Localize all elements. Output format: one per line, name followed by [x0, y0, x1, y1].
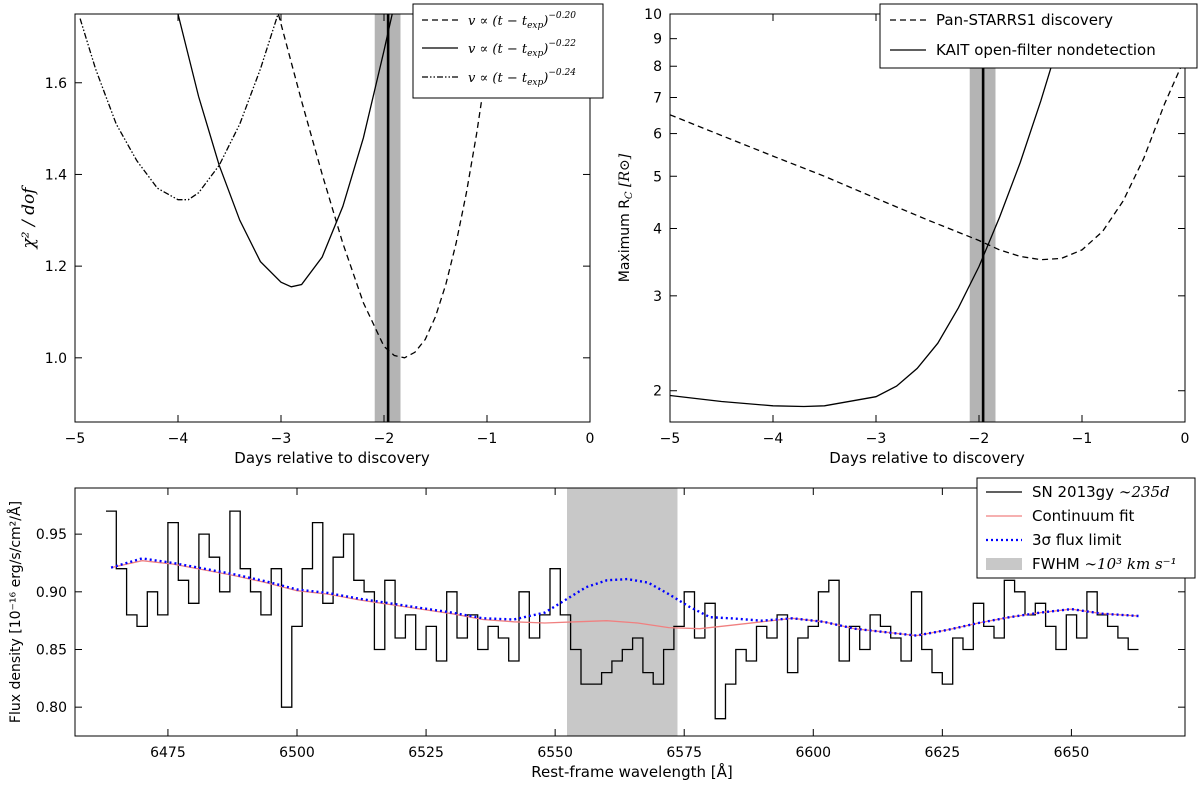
panel-c-ytick-label: 0.85: [36, 642, 67, 658]
panel-b-series-1: [670, 14, 1072, 408]
panel-a-ylabel: χ² / dof: [19, 185, 39, 250]
panel-a-series-0: [277, 14, 493, 359]
panel-c-legend-label-limit: 3σ flux limit: [1032, 531, 1122, 549]
panel-b-xtick-label: −5: [660, 431, 681, 447]
panel-a-ytick-label: 1.2: [45, 259, 67, 275]
panel-b-xtick-label: 0: [1181, 431, 1190, 447]
panel-c-xtick-label: 6500: [279, 745, 315, 761]
panel-b-ytick-label: 7: [653, 90, 662, 106]
panel-c-ytick-label: 0.80: [36, 700, 67, 716]
panel-b-ytick-label: 4: [653, 221, 662, 237]
panel-c-series-1: [110, 560, 1139, 637]
panel-b-xlabel: Days relative to discovery: [829, 449, 1025, 467]
panel-b-ylabel: Maximum RC [R⊙]: [617, 153, 635, 282]
panel-c-legend-label-continuum: Continuum fit: [1032, 507, 1135, 525]
panel-b-plot-area: [670, 14, 1185, 422]
panel-c-xtick-label: 6600: [795, 745, 831, 761]
panel-b-ytick-label: 9: [653, 32, 662, 48]
panel-b-xtick-label: −2: [969, 431, 990, 447]
panel-c-ytick-label: 0.90: [36, 585, 67, 601]
panel-a-legend: v ∝ (t − texp)−0.20 v ∝ (t − texp)−0.22 …: [412, 3, 604, 99]
panel-a-ytick-label: 1.4: [45, 167, 67, 183]
panel-c-xtick-label: 6650: [1054, 745, 1090, 761]
panel-a-series-1: [177, 14, 393, 288]
panel-b-radius-plot: −5 −4 −3 −2 −1 0 2 3 4 5 6 7 8 9 10 Days relative to d…: [617, 3, 1198, 467]
panel-a-xtick-label: −1: [477, 431, 498, 447]
panel-a-ytick-label: 1.0: [45, 351, 67, 367]
panel-b-ytick-label: 8: [653, 59, 662, 75]
panel-b-ytick-label: 10: [644, 7, 662, 23]
panel-a-xlabel: Days relative to discovery: [234, 449, 430, 467]
panel-b-legend-box: [879, 3, 1198, 69]
panel-c-xtick-label: 6475: [150, 745, 186, 761]
panel-a-ytick-label: 1.6: [45, 76, 67, 92]
panel-b-legend: Pan-STARRS1 discovery KAIT open-filter n…: [879, 3, 1198, 69]
panel-c-ytick-label: 0.95: [36, 527, 67, 543]
panel-a-xtick-label: −4: [168, 431, 189, 447]
panel-c-shaded-band: [567, 488, 678, 736]
panel-b-ytick-label: 5: [653, 169, 662, 185]
panel-a-legend-label-024: v ∝ (t − texp)−0.24: [468, 68, 576, 88]
panel-a-legend-label-020: v ∝ (t − texp)−0.20: [468, 11, 576, 31]
panel-c-ylabel: Flux density [10⁻¹⁶ erg/s/cm²/Å]: [7, 501, 24, 723]
panel-a-xtick-label: −3: [271, 431, 292, 447]
panel-b-ytick-label: 6: [653, 127, 662, 143]
panel-a-chi2-plot: −5 −4 −3 −2 −1 0 1.0 1.2 1.4 1.6 Days relative to…: [19, 3, 604, 467]
panel-a-legend-label-022: v ∝ (t − texp)−0.22: [468, 39, 576, 59]
panel-b-legend-label-kait: KAIT open-filter nondetection: [936, 41, 1156, 59]
panel-c-xtick-label: 6625: [925, 745, 961, 761]
panel-b-xtick-label: −1: [1072, 431, 1093, 447]
panel-c-xtick-label: 6575: [666, 745, 702, 761]
panel-c-series-2: [110, 557, 1139, 637]
panel-c-xtick-label: 6550: [537, 745, 573, 761]
panel-b-ytick-label: 2: [653, 384, 662, 400]
panel-c-legend: SN 2013gy ∼235d Continuum fit 3σ flux li…: [976, 477, 1196, 579]
panel-c-xtick-label: 6525: [408, 745, 444, 761]
panel-a-xtick-label: 0: [586, 431, 595, 447]
panel-a-xtick-label: −5: [65, 431, 86, 447]
panel-a-frame: [74, 13, 591, 423]
panel-c-spectrum-plot: 6475 6500 6525 6550 6575 6600 6625 6650 0.80 0.85…: [7, 477, 1196, 781]
panel-c-legend-fwhm-swatch: [986, 558, 1022, 570]
panel-c-frame: [74, 487, 1186, 737]
panel-b-xtick-label: −4: [763, 431, 784, 447]
panel-c-legend-label-sn: SN 2013gy ∼235d: [1032, 483, 1170, 501]
panel-b-ytick-label: 3: [653, 289, 662, 305]
panel-b-legend-label-panstarrs: Pan-STARRS1 discovery: [936, 11, 1113, 29]
panel-a-series-2: [79, 14, 284, 201]
panel-b-series-0: [670, 57, 1185, 261]
panel-b-xtick-label: −3: [866, 431, 887, 447]
panel-c-legend-label-fwhm: FWHM ∼10³ km s⁻¹: [1032, 555, 1177, 573]
panel-c-series-0: [106, 510, 1139, 720]
panel-a-xtick-label: −2: [374, 431, 395, 447]
panel-c-xlabel: Rest-frame wavelength [Å]: [531, 762, 732, 781]
